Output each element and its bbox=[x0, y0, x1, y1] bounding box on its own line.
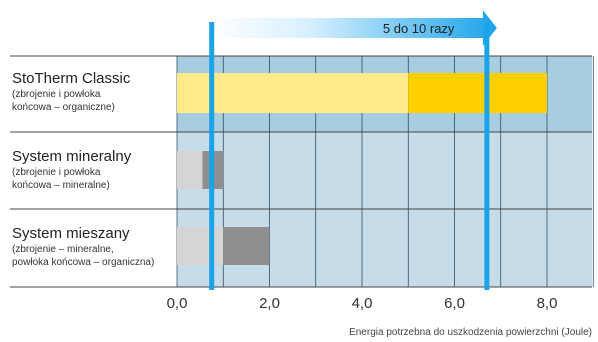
row-subtitle: (zbrojenie i powłoka bbox=[12, 88, 130, 101]
x-tick-label: 0,0 bbox=[167, 295, 188, 312]
bar-dark bbox=[223, 227, 269, 265]
x-tick-label: 6,0 bbox=[444, 295, 465, 312]
row-title: System mieszany bbox=[12, 225, 154, 243]
x-tick-label: 8,0 bbox=[537, 295, 558, 312]
row-subtitle: końcowa – organiczne) bbox=[12, 101, 130, 114]
row-subtitle: powłoka końcowa – organiczna) bbox=[12, 256, 154, 269]
x-tick-label: 4,0 bbox=[352, 295, 373, 312]
row-subtitle: (zbrojenie i powłoka bbox=[12, 166, 131, 179]
x-tick-label: 2,0 bbox=[259, 295, 280, 312]
bar-light bbox=[177, 151, 202, 189]
row-subtitle: (zbrojenie – mineralne, bbox=[12, 243, 154, 256]
row-title: StoTherm Classic bbox=[12, 70, 130, 88]
row-label-stotherm-classic: StoTherm Classic (zbrojenie i powłoka ko… bbox=[12, 70, 130, 114]
row-label-system-mieszany: System mieszany (zbrojenie – mineralne, … bbox=[12, 225, 154, 269]
row-title: System mineralny bbox=[12, 148, 131, 166]
row-subtitle: końcowa – mineralne) bbox=[12, 179, 131, 192]
row-label-system-mineralny: System mineralny (zbrojenie i powłoka ko… bbox=[12, 148, 131, 192]
x-axis-label: Energia potrzebna do uszkodzenia powierz… bbox=[349, 327, 592, 338]
range-arrow-label: 5 do 10 razy bbox=[383, 21, 455, 36]
bar-dark bbox=[408, 73, 547, 113]
bar-light bbox=[177, 227, 223, 265]
row-background bbox=[177, 132, 592, 209]
